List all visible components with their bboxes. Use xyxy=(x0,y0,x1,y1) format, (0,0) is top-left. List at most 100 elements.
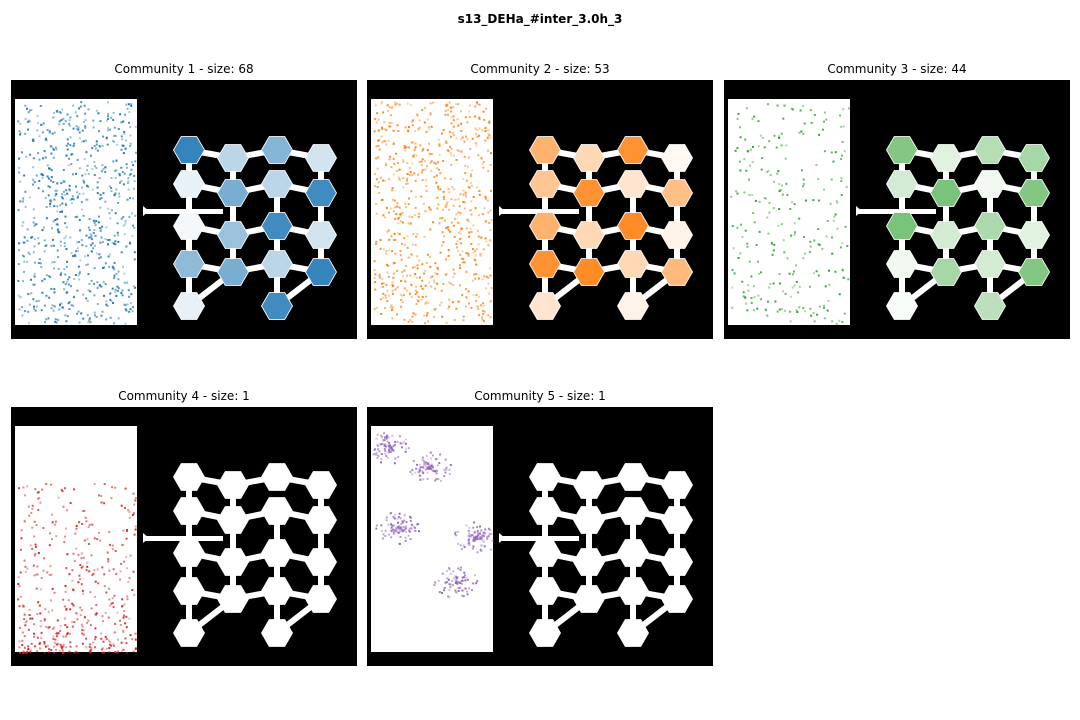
cell-speck xyxy=(35,174,38,177)
cell-speck xyxy=(106,239,109,241)
cell-speck xyxy=(465,179,468,182)
cell-speck xyxy=(82,192,85,195)
cell-speck xyxy=(478,134,480,137)
cell-speck xyxy=(114,240,117,243)
cell-speck xyxy=(90,554,93,557)
cell-speck xyxy=(126,595,129,598)
cell-speck xyxy=(421,169,424,172)
cell-speck xyxy=(813,114,816,116)
cell-speck xyxy=(790,107,793,110)
cell-speck xyxy=(108,569,111,572)
cell-speck xyxy=(92,126,95,129)
cell-speck xyxy=(438,168,440,171)
cell-speck xyxy=(81,642,84,645)
cell-speck xyxy=(377,274,380,277)
cell-speck xyxy=(730,195,733,198)
cell-speck xyxy=(61,210,64,213)
cell-speck xyxy=(469,147,472,150)
cell-speck xyxy=(447,188,450,191)
cell-speck xyxy=(405,438,408,441)
cell-speck xyxy=(411,469,414,472)
cell-speck xyxy=(785,182,788,185)
chamber-intensity xyxy=(218,180,248,206)
cell-speck xyxy=(434,162,437,165)
cell-speck xyxy=(18,242,21,245)
cell-speck xyxy=(119,181,121,184)
cell-speck xyxy=(35,587,38,590)
cell-speck xyxy=(454,582,457,584)
cell-speck xyxy=(84,125,87,128)
cell-speck xyxy=(388,448,391,451)
cell-speck xyxy=(458,205,461,208)
cell-speck xyxy=(380,313,383,315)
cell-speck xyxy=(128,577,131,579)
cell-speck xyxy=(406,177,409,180)
cell-speck xyxy=(843,150,846,153)
cell-speck xyxy=(133,187,136,190)
cell-speck xyxy=(79,229,82,232)
cell-speck xyxy=(51,538,53,541)
cell-speck xyxy=(390,207,393,210)
cell-speck xyxy=(417,173,419,176)
cell-speck xyxy=(98,145,101,147)
cell-speck xyxy=(452,224,455,227)
cell-speck xyxy=(20,537,23,540)
cell-speck xyxy=(423,272,426,275)
cell-speck xyxy=(735,190,738,193)
cell-speck xyxy=(50,573,53,576)
cell-speck xyxy=(388,533,390,536)
cell-speck xyxy=(381,128,384,130)
cell-speck xyxy=(129,145,132,147)
network-chamber xyxy=(173,497,205,525)
cell-speck xyxy=(778,308,781,311)
cell-speck xyxy=(373,449,376,452)
cell-speck xyxy=(80,557,83,560)
cell-speck xyxy=(79,564,82,566)
cell-speck xyxy=(433,161,436,164)
cell-speck xyxy=(19,595,22,598)
cell-speck xyxy=(408,256,411,259)
cell-speck xyxy=(94,646,96,649)
cell-speck xyxy=(464,193,467,196)
cell-speck xyxy=(401,528,404,531)
cell-speck xyxy=(475,300,478,303)
cell-speck xyxy=(113,322,116,325)
chamber-intensity xyxy=(174,213,204,239)
cell-speck xyxy=(39,612,42,615)
cell-speck xyxy=(409,274,412,277)
cell-speck xyxy=(475,263,478,266)
cell-speck xyxy=(475,133,477,135)
cell-speck xyxy=(133,180,136,183)
cell-speck xyxy=(776,310,779,313)
cell-speck xyxy=(27,505,30,508)
cell-speck xyxy=(474,207,477,210)
cell-speck xyxy=(36,115,39,118)
cell-speck xyxy=(61,649,64,651)
cell-speck xyxy=(404,442,407,445)
cell-speck xyxy=(843,312,846,315)
cell-speck xyxy=(61,193,64,196)
cell-speck xyxy=(36,129,39,132)
cell-speck xyxy=(123,281,126,284)
cell-speck xyxy=(66,148,69,151)
cell-speck xyxy=(413,172,416,175)
cell-speck xyxy=(375,437,378,440)
cell-speck xyxy=(80,566,83,569)
cell-speck xyxy=(390,107,393,110)
cell-speck xyxy=(62,168,65,171)
cell-speck xyxy=(394,101,397,104)
cell-speck xyxy=(772,207,775,210)
cell-speck xyxy=(65,527,67,530)
cell-speck xyxy=(62,505,65,508)
cell-speck xyxy=(105,647,108,650)
cell-speck xyxy=(76,196,79,199)
cell-speck xyxy=(418,463,421,466)
cell-speck xyxy=(474,127,477,130)
cell-speck xyxy=(426,477,429,480)
cell-speck xyxy=(380,199,383,201)
chamber-intensity xyxy=(218,222,248,248)
cell-speck xyxy=(109,316,112,319)
cell-speck xyxy=(393,217,396,220)
cell-speck xyxy=(64,487,66,490)
cell-speck xyxy=(123,603,126,606)
